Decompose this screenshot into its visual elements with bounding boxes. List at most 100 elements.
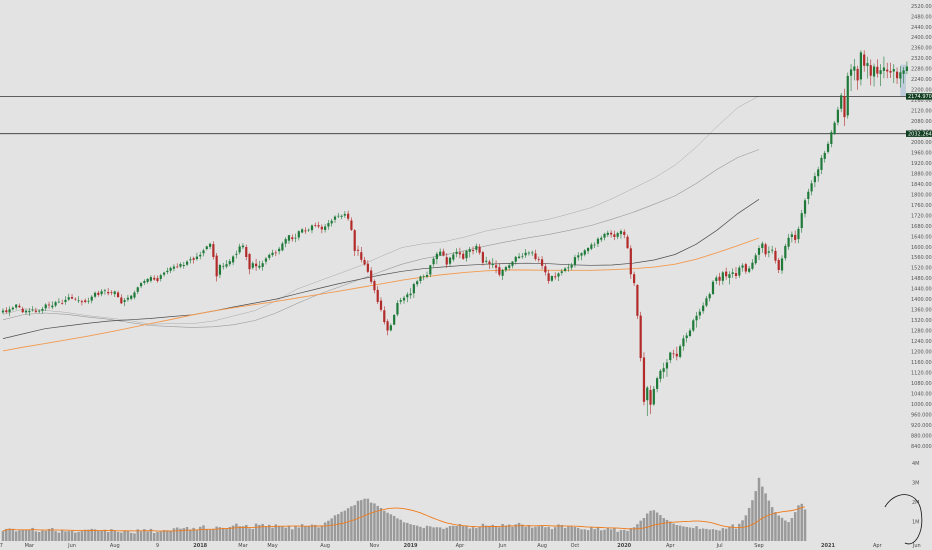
candle[interactable]: [169, 266, 172, 274]
candle[interactable]: [879, 64, 882, 87]
candle[interactable]: [600, 235, 603, 242]
candle[interactable]: [580, 252, 583, 261]
candle[interactable]: [711, 280, 715, 295]
candle[interactable]: [24, 309, 28, 315]
candle[interactable]: [830, 130, 833, 148]
candle[interactable]: [333, 215, 337, 223]
candle[interactable]: [491, 258, 494, 269]
candle[interactable]: [800, 210, 803, 233]
candle[interactable]: [774, 247, 777, 264]
candle[interactable]: [741, 263, 744, 272]
candle[interactable]: [41, 306, 44, 314]
candle[interactable]: [784, 243, 787, 261]
candle[interactable]: [205, 245, 208, 251]
candle[interactable]: [93, 291, 97, 299]
candle[interactable]: [284, 237, 287, 248]
candle[interactable]: [613, 230, 616, 241]
candle[interactable]: [882, 56, 886, 79]
candle[interactable]: [886, 62, 889, 79]
candle[interactable]: [807, 188, 810, 205]
candle[interactable]: [744, 262, 747, 274]
candle[interactable]: [225, 260, 228, 269]
candle[interactable]: [688, 328, 692, 338]
candle[interactable]: [268, 253, 271, 261]
candle[interactable]: [902, 67, 905, 84]
candle[interactable]: [455, 248, 458, 258]
candle[interactable]: [166, 267, 169, 275]
candle[interactable]: [373, 279, 376, 294]
candle[interactable]: [159, 273, 162, 282]
candle[interactable]: [107, 288, 110, 296]
candle[interactable]: [218, 263, 222, 279]
candle[interactable]: [547, 269, 550, 284]
candle[interactable]: [672, 349, 675, 359]
candle[interactable]: [593, 242, 596, 248]
candle[interactable]: [297, 230, 300, 241]
candle[interactable]: [61, 299, 64, 305]
candle[interactable]: [353, 229, 356, 257]
candle[interactable]: [849, 64, 853, 92]
candle[interactable]: [892, 64, 895, 83]
candle[interactable]: [534, 249, 537, 261]
candle[interactable]: [15, 304, 18, 310]
candle[interactable]: [452, 252, 455, 262]
candle[interactable]: [570, 262, 573, 270]
candle[interactable]: [113, 290, 116, 297]
candle[interactable]: [725, 267, 728, 280]
candle[interactable]: [820, 155, 823, 175]
candle[interactable]: [656, 376, 659, 393]
candle[interactable]: [324, 223, 327, 233]
candle[interactable]: [84, 298, 87, 304]
candle[interactable]: [57, 298, 60, 304]
candle[interactable]: [771, 245, 774, 254]
candle[interactable]: [425, 271, 429, 279]
candle[interactable]: [563, 267, 567, 273]
candle[interactable]: [435, 251, 438, 265]
candle[interactable]: [399, 297, 402, 305]
candle[interactable]: [610, 230, 613, 238]
candle[interactable]: [156, 275, 159, 283]
candle[interactable]: [876, 59, 879, 78]
candle[interactable]: [514, 255, 517, 265]
candle[interactable]: [639, 311, 642, 362]
candle[interactable]: [412, 282, 415, 298]
candle[interactable]: [18, 303, 21, 309]
candle[interactable]: [139, 282, 143, 289]
candle[interactable]: [863, 50, 866, 72]
candle[interactable]: [396, 300, 399, 317]
candle[interactable]: [557, 272, 560, 281]
candle[interactable]: [90, 295, 93, 304]
candle[interactable]: [5, 307, 8, 314]
candle[interactable]: [100, 289, 103, 297]
candle[interactable]: [110, 290, 113, 296]
candle[interactable]: [797, 226, 800, 244]
candle[interactable]: [511, 261, 514, 269]
candle[interactable]: [767, 246, 770, 258]
candle[interactable]: [728, 271, 731, 285]
candle[interactable]: [603, 232, 606, 241]
candle[interactable]: [330, 218, 333, 227]
candle[interactable]: [389, 323, 392, 332]
candle[interactable]: [478, 244, 481, 255]
candle[interactable]: [28, 308, 31, 316]
candle[interactable]: [695, 311, 698, 328]
candle[interactable]: [665, 359, 669, 377]
candle[interactable]: [751, 259, 754, 271]
candle[interactable]: [794, 230, 797, 244]
candle[interactable]: [310, 224, 314, 234]
candle[interactable]: [307, 228, 310, 232]
candle[interactable]: [44, 303, 47, 311]
candle[interactable]: [636, 284, 639, 319]
candle[interactable]: [419, 275, 422, 284]
candle[interactable]: [649, 385, 652, 415]
candle[interactable]: [432, 256, 435, 267]
candle[interactable]: [633, 271, 636, 286]
candle[interactable]: [836, 106, 839, 126]
candle[interactable]: [393, 314, 396, 326]
candle[interactable]: [64, 296, 67, 305]
candle[interactable]: [87, 297, 90, 304]
candle[interactable]: [422, 274, 425, 281]
candle[interactable]: [540, 256, 544, 270]
candle[interactable]: [757, 245, 761, 260]
candle[interactable]: [702, 302, 705, 314]
